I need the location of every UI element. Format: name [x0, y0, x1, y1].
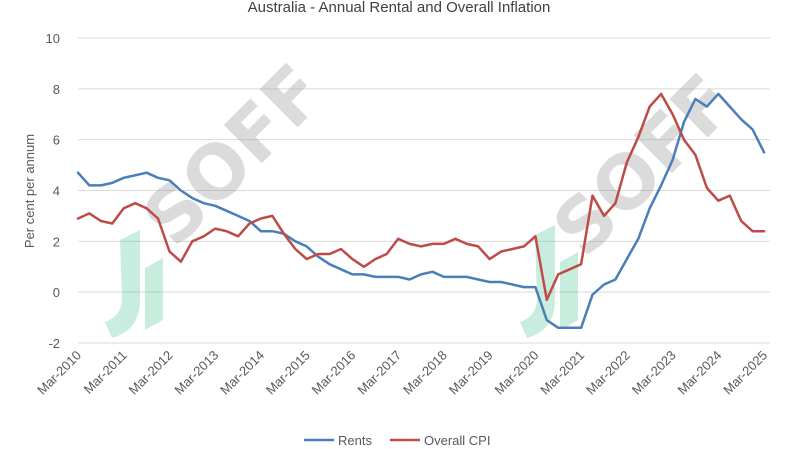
- legend-label-overall-cpi: Overall CPI: [424, 433, 490, 448]
- series-line-overall-cpi: [76, 92, 766, 302]
- x-tick-label: Mar-2020: [492, 348, 542, 398]
- watermark-logo-shape: [520, 225, 555, 338]
- watermark-logo-left: [105, 230, 163, 338]
- y-tick-labels: -2 0 2 4 6 8 10: [46, 31, 60, 351]
- watermark-logo-shape: [560, 252, 578, 330]
- watermark-logo-shape: [105, 230, 140, 338]
- series-line-rents: [76, 92, 766, 330]
- y-tick-label: -2: [48, 336, 60, 351]
- series-lines: [76, 92, 766, 330]
- y-tick-label: 2: [53, 234, 60, 249]
- x-tick-label: Mar-2021: [537, 348, 587, 398]
- x-tick-label: Mar-2018: [400, 348, 450, 398]
- y-tick-label: 10: [46, 31, 60, 46]
- y-tick-label: 0: [53, 285, 60, 300]
- x-tick-label: Mar-2014: [217, 348, 267, 398]
- x-tick-label: Mar-2013: [171, 348, 221, 398]
- x-tick-label: Mar-2019: [446, 348, 496, 398]
- x-tick-label: Mar-2023: [629, 348, 679, 398]
- x-tick-labels: Mar-2010Mar-2011Mar-2012Mar-2013Mar-2014…: [34, 348, 770, 398]
- chart-title: Australia - Annual Rental and Overall In…: [248, 0, 551, 16]
- watermark: SOFF SOFF: [105, 48, 751, 338]
- y-axis-label: Per cent per annum: [22, 134, 37, 248]
- watermark-logo-shape: [145, 258, 163, 330]
- x-tick-label: Mar-2015: [263, 348, 313, 398]
- legend: Rents Overall CPI: [304, 433, 490, 448]
- watermark-text: SOFF: [537, 58, 751, 272]
- y-tick-label: 8: [53, 82, 60, 97]
- x-tick-label: Mar-2016: [309, 348, 359, 398]
- x-tick-label: Mar-2017: [354, 348, 404, 398]
- x-tick-label: Mar-2024: [674, 348, 724, 398]
- watermark-text: SOFF: [127, 48, 341, 262]
- x-tick-label: Mar-2025: [720, 348, 770, 398]
- legend-label-rents: Rents: [338, 433, 372, 448]
- y-tick-label: 6: [53, 133, 60, 148]
- x-tick-label: Mar-2010: [34, 348, 84, 398]
- y-tick-label: 4: [53, 184, 60, 199]
- x-tick-label: Mar-2011: [81, 348, 130, 397]
- x-tick-label: Mar-2022: [583, 348, 633, 398]
- x-tick-label: Mar-2012: [126, 348, 176, 398]
